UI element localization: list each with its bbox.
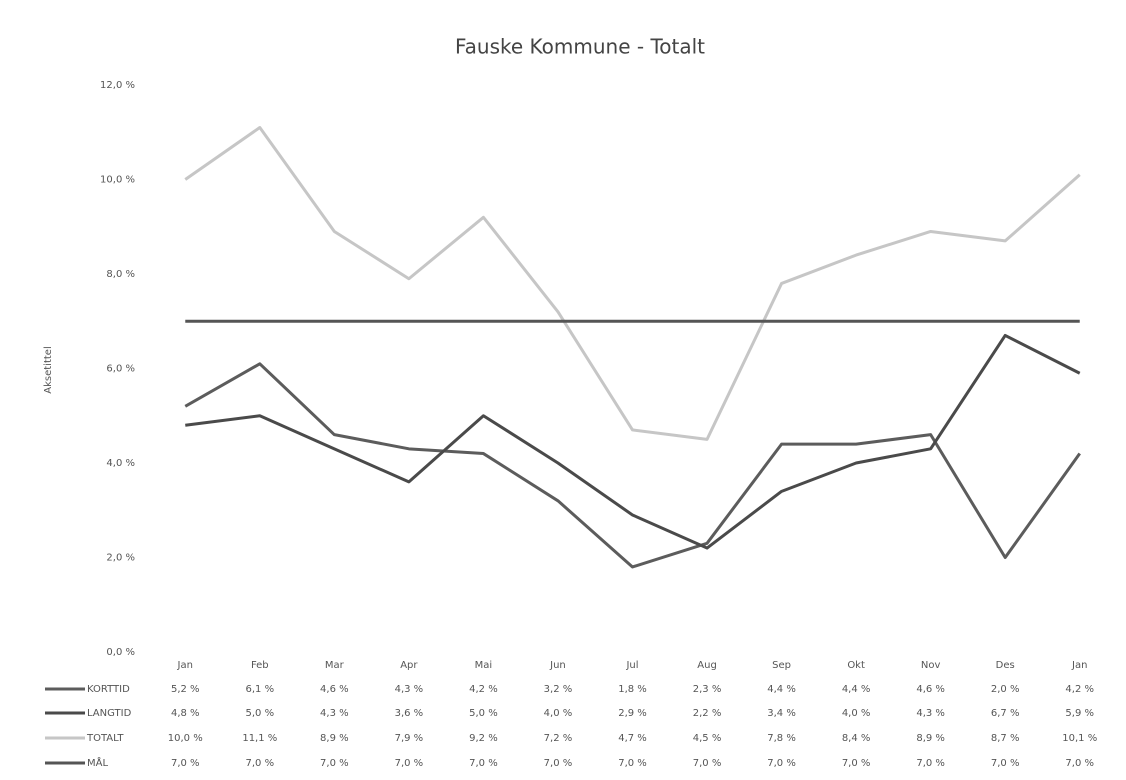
table-cell: 2,2 % <box>693 708 722 719</box>
table-cell: 2,0 % <box>991 684 1020 695</box>
table-cell: 7,8 % <box>767 733 796 744</box>
table-cell: 10,1 % <box>1062 733 1097 744</box>
table-cell: 7,0 % <box>842 758 871 769</box>
table-cell: 7,0 % <box>320 758 349 769</box>
table-cell: 5,2 % <box>171 684 200 695</box>
y-tick-label: 6,0 % <box>106 364 135 375</box>
legend-label: TOTALT <box>86 733 124 744</box>
table-cell: 7,0 % <box>991 758 1020 769</box>
table-cell: 7,0 % <box>1065 758 1094 769</box>
table-cell: 4,8 % <box>171 708 200 719</box>
table-cell: 7,2 % <box>544 733 573 744</box>
series-line <box>185 333 1081 550</box>
x-tick-label: Jan <box>177 660 193 671</box>
table-cell: 7,9 % <box>395 733 424 744</box>
table-cell: 7,0 % <box>916 758 945 769</box>
table-cell: 7,0 % <box>246 758 275 769</box>
y-tick-label: 2,0 % <box>106 553 135 564</box>
table-cell: 8,9 % <box>916 733 945 744</box>
table-cell: 8,4 % <box>842 733 871 744</box>
x-tick-label: Nov <box>921 660 941 671</box>
series-line <box>184 126 1081 441</box>
x-tick-label: Jan <box>1071 660 1087 671</box>
x-tick-label: Apr <box>400 660 418 671</box>
x-tick-label: Des <box>996 660 1015 671</box>
x-tick-label: Jun <box>549 660 566 671</box>
table-cell: 7,0 % <box>171 758 200 769</box>
table-cell: 4,4 % <box>767 684 796 695</box>
table-cell: 8,7 % <box>991 733 1020 744</box>
table-cell: 7,0 % <box>395 758 424 769</box>
table-cell: 11,1 % <box>242 733 277 744</box>
y-tick-label: 0,0 % <box>106 647 135 658</box>
table-cell: 4,2 % <box>469 684 498 695</box>
table-cell: 4,6 % <box>916 684 945 695</box>
table-cell: 5,0 % <box>246 708 275 719</box>
y-tick-label: 10,0 % <box>100 175 135 186</box>
table-cell: 5,0 % <box>469 708 498 719</box>
table-cell: 10,0 % <box>168 733 203 744</box>
table-cell: 4,3 % <box>916 708 945 719</box>
x-tick-label: Mar <box>325 660 345 671</box>
chart-title: Fauske Kommune - Totalt <box>455 35 705 59</box>
table-cell: 4,5 % <box>693 733 722 744</box>
legend-label: KORTTID <box>87 684 130 695</box>
table-cell: 5,9 % <box>1065 708 1094 719</box>
table-cell: 6,1 % <box>246 684 275 695</box>
table-cell: 4,6 % <box>320 684 349 695</box>
x-tick-label: Mai <box>475 660 493 671</box>
table-cell: 4,3 % <box>320 708 349 719</box>
x-tick-label: Jul <box>625 660 638 671</box>
y-tick-label: 4,0 % <box>106 458 135 469</box>
table-cell: 4,0 % <box>544 708 573 719</box>
table-cell: 3,6 % <box>395 708 424 719</box>
table-cell: 4,0 % <box>842 708 871 719</box>
legend-label: LANGTID <box>87 708 132 719</box>
table-cell: 7,0 % <box>618 758 647 769</box>
x-tick-label: Feb <box>251 660 269 671</box>
table-cell: 4,2 % <box>1065 684 1094 695</box>
table-cell: 7,0 % <box>693 758 722 769</box>
table-cell: 3,2 % <box>544 684 573 695</box>
x-tick-label: Okt <box>847 660 865 671</box>
table-cell: 9,2 % <box>469 733 498 744</box>
y-tick-label: 12,0 % <box>100 80 135 91</box>
table-cell: 4,4 % <box>842 684 871 695</box>
y-tick-label: 8,0 % <box>106 269 135 280</box>
table-cell: 7,0 % <box>469 758 498 769</box>
table-cell: 6,7 % <box>991 708 1020 719</box>
table-cell: 4,7 % <box>618 733 647 744</box>
legend-label: MÅL <box>87 756 108 769</box>
table-cell: 3,4 % <box>767 708 796 719</box>
table-cell: 7,0 % <box>544 758 573 769</box>
series-line <box>184 362 1081 569</box>
x-tick-label: Aug <box>697 660 717 671</box>
table-cell: 1,8 % <box>618 684 647 695</box>
table-cell: 2,9 % <box>618 708 647 719</box>
table-cell: 4,3 % <box>395 684 424 695</box>
table-cell: 8,9 % <box>320 733 349 744</box>
y-axis-title: Aksetittel <box>43 346 54 393</box>
x-tick-label: Sep <box>772 660 791 671</box>
table-cell: 7,0 % <box>767 758 796 769</box>
table-cell: 2,3 % <box>693 684 722 695</box>
